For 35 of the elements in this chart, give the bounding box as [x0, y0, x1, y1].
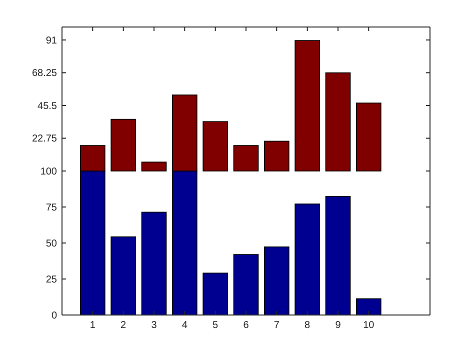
x-tick-label: 10: [363, 320, 375, 331]
bar: [233, 145, 259, 172]
y-tick-label: 50: [46, 238, 58, 250]
bar: [356, 102, 382, 172]
x-tick-label: 6: [243, 320, 250, 331]
x-tick-label: 3: [151, 320, 158, 331]
bar: [141, 162, 167, 172]
y-tick-label: 0: [51, 310, 58, 322]
bar: [202, 272, 228, 316]
y-tick-label: 68.25: [32, 68, 58, 80]
bar: [264, 246, 290, 316]
bar: [264, 140, 290, 172]
x-tick-label: 4: [182, 320, 188, 331]
y-tick-label: 45.5: [38, 100, 58, 112]
x-tick-label: 9: [335, 320, 342, 331]
bar: [325, 72, 351, 172]
y-tick-label: 25: [46, 274, 58, 286]
bar: [325, 196, 351, 316]
bar: [110, 236, 136, 316]
bar: [356, 298, 382, 316]
bar: [202, 121, 228, 172]
x-tick-label: 8: [304, 320, 311, 331]
y-tick-label: 75: [46, 202, 58, 214]
y-tick-label: 91: [46, 35, 58, 46]
x-tick-label: 5: [212, 320, 219, 331]
bar: [233, 254, 259, 316]
bar: [294, 40, 320, 172]
y-tick-label: 100: [40, 166, 58, 178]
bar: [294, 204, 320, 316]
bar: [141, 212, 167, 316]
bar: [110, 118, 136, 172]
y-tick-label: 22.75: [32, 134, 58, 145]
x-tick-label: 1: [90, 320, 96, 331]
x-tick-label: 7: [274, 320, 280, 331]
x-tick-label: 2: [120, 320, 127, 331]
